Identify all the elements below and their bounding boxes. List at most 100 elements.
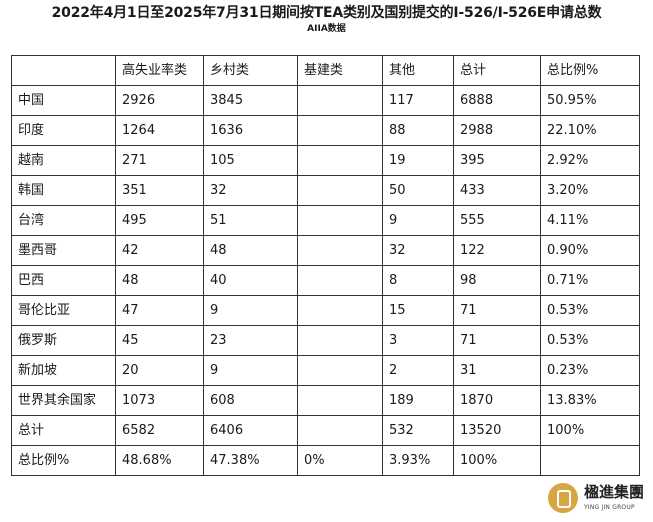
table-cell: 2988 — [453, 115, 541, 146]
row-label-cell: 俄罗斯 — [11, 325, 116, 356]
table-cell: 9 — [203, 355, 298, 386]
table-row: 韩国 351 32 50 433 3.20% — [11, 175, 640, 206]
table-row: 总计 6582 6406 532 13520 100% — [11, 415, 640, 446]
table-cell — [297, 265, 383, 296]
table-cell — [297, 235, 383, 266]
table-cell: 3.93% — [382, 445, 454, 476]
table-cell: 3.20% — [540, 175, 640, 206]
table-cell: 6888 — [453, 85, 541, 116]
table-row: 越南 271 105 19 395 2.92% — [11, 145, 640, 176]
applications-table: 高失业率类 乡村类 基建类 其他 总计 总比例% 中国 2926 3845 117 6888 50.9… — [11, 55, 640, 476]
row-label-cell: 墨西哥 — [11, 235, 116, 266]
table-cell: 13520 — [453, 415, 541, 446]
table-cell: 8 — [382, 265, 454, 296]
row-label-cell: 新加坡 — [11, 355, 116, 386]
table-cell: 88 — [382, 115, 454, 146]
table-cell: 15 — [382, 295, 454, 326]
table-cell — [297, 85, 383, 116]
column-header: 高失业率类 — [115, 55, 204, 86]
table-row: 总比例% 48.68% 47.38% 0% 3.93% 100% — [11, 445, 640, 476]
table-cell: 0.90% — [540, 235, 640, 266]
table-cell: 23 — [203, 325, 298, 356]
table-cell: 1870 — [453, 385, 541, 416]
table-cell: 13.83% — [540, 385, 640, 416]
table-cell: 98 — [453, 265, 541, 296]
table-cell: 31 — [453, 355, 541, 386]
table-cell: 1264 — [115, 115, 204, 146]
table-cell: 608 — [203, 385, 298, 416]
table-cell: 3845 — [203, 85, 298, 116]
table-row: 台湾 495 51 9 555 4.11% — [11, 205, 640, 236]
table-cell — [297, 175, 383, 206]
table-header-row: 高失业率类 乡村类 基建类 其他 总计 总比例% — [11, 55, 640, 86]
yingjin-badge-icon — [548, 483, 578, 513]
table-cell: 4.11% — [540, 205, 640, 236]
row-label-cell: 哥伦比亚 — [11, 295, 116, 326]
table-cell — [540, 445, 640, 476]
table-cell: 51 — [203, 205, 298, 236]
logo-subtitle: YING JIN GROUP — [584, 504, 635, 511]
table-row: 哥伦比亚 47 9 15 71 0.53% — [11, 295, 640, 326]
table-cell: 48 — [203, 235, 298, 266]
table-cell: 122 — [453, 235, 541, 266]
column-header — [11, 55, 116, 86]
table-row: 俄罗斯 45 23 3 71 0.53% — [11, 325, 640, 356]
table-cell — [297, 355, 383, 386]
table-cell: 20 — [115, 355, 204, 386]
row-label-cell: 台湾 — [11, 205, 116, 236]
table-cell — [297, 145, 383, 176]
table-cell: 532 — [382, 415, 454, 446]
table-cell: 555 — [453, 205, 541, 236]
row-label-cell: 越南 — [11, 145, 116, 176]
table-cell: 50 — [382, 175, 454, 206]
table-cell: 351 — [115, 175, 204, 206]
table-cell: 0.23% — [540, 355, 640, 386]
table-cell: 0.71% — [540, 265, 640, 296]
row-label-cell: 韩国 — [11, 175, 116, 206]
table-subtitle: AIIA数据 — [307, 24, 346, 34]
table-cell: 271 — [115, 145, 204, 176]
table-row: 世界其余国家 1073 608 189 1870 13.83% — [11, 385, 640, 416]
row-label-cell: 巴西 — [11, 265, 116, 296]
table-cell: 1636 — [203, 115, 298, 146]
table-cell: 1073 — [115, 385, 204, 416]
table-cell: 0% — [297, 445, 383, 476]
table-cell: 2 — [382, 355, 454, 386]
table-cell: 105 — [203, 145, 298, 176]
table-cell: 19 — [382, 145, 454, 176]
table-cell: 9 — [203, 295, 298, 326]
table-cell: 42 — [115, 235, 204, 266]
table-cell: 32 — [382, 235, 454, 266]
table-cell: 433 — [453, 175, 541, 206]
table-cell: 100% — [453, 445, 541, 476]
table-cell: 47.38% — [203, 445, 298, 476]
table-cell: 71 — [453, 325, 541, 356]
column-header: 基建类 — [297, 55, 383, 86]
table-cell: 50.95% — [540, 85, 640, 116]
table-cell: 395 — [453, 145, 541, 176]
column-header: 总计 — [453, 55, 541, 86]
table-row: 中国 2926 3845 117 6888 50.95% — [11, 85, 640, 116]
table-cell: 2.92% — [540, 145, 640, 176]
table-row: 墨西哥 42 48 32 122 0.90% — [11, 235, 640, 266]
column-header: 乡村类 — [203, 55, 298, 86]
table-cell: 0.53% — [540, 295, 640, 326]
table-cell: 189 — [382, 385, 454, 416]
table-title: 2022年4月1日至2025年7月31日期间按TEA类别及国别提交的I-526/… — [51, 5, 602, 21]
table-cell — [297, 295, 383, 326]
table-cell: 48.68% — [115, 445, 204, 476]
table-cell: 495 — [115, 205, 204, 236]
table-cell: 22.10% — [540, 115, 640, 146]
table-cell: 9 — [382, 205, 454, 236]
row-label-cell: 总比例% — [11, 445, 116, 476]
table-row: 印度 1264 1636 88 2988 22.10% — [11, 115, 640, 146]
table-cell — [297, 415, 383, 446]
row-label-cell: 印度 — [11, 115, 116, 146]
table-cell — [297, 115, 383, 146]
table-cell — [297, 325, 383, 356]
column-header: 总比例% — [540, 55, 640, 86]
table-row: 巴西 48 40 8 98 0.71% — [11, 265, 640, 296]
row-label-cell: 总计 — [11, 415, 116, 446]
table-cell: 3 — [382, 325, 454, 356]
table-cell — [297, 385, 383, 416]
